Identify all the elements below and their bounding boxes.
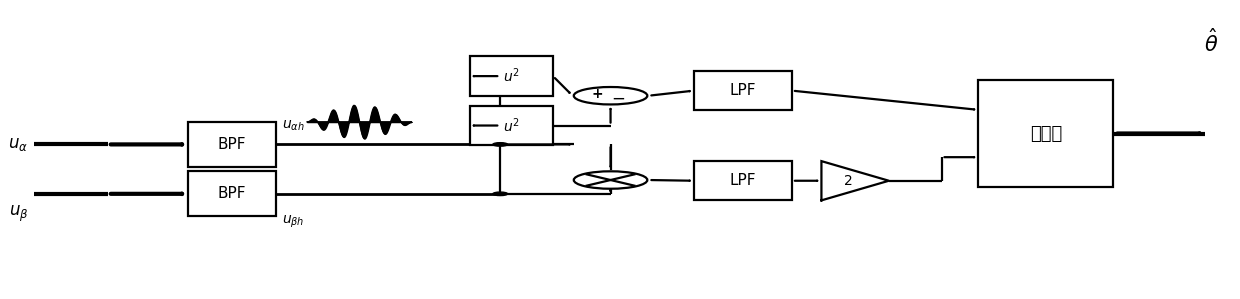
Circle shape: [492, 143, 507, 146]
Text: 2: 2: [844, 174, 853, 188]
Text: BPF: BPF: [217, 186, 246, 201]
Bar: [694, 161, 792, 200]
Text: −: −: [611, 89, 625, 107]
Bar: [470, 57, 553, 96]
Circle shape: [574, 171, 647, 189]
Bar: [694, 71, 792, 110]
Text: LPF: LPF: [729, 83, 756, 98]
Circle shape: [492, 192, 507, 196]
Text: $u_{\beta h}$: $u_{\beta h}$: [281, 214, 305, 231]
Polygon shape: [821, 161, 889, 200]
Text: $u^2$: $u^2$: [503, 116, 520, 135]
Text: LPF: LPF: [729, 173, 756, 188]
Text: +: +: [591, 87, 604, 101]
Bar: [470, 106, 553, 145]
Text: $u_{\beta}$: $u_{\beta}$: [9, 204, 29, 224]
Bar: [978, 80, 1114, 187]
Text: $\hat{\theta}$: $\hat{\theta}$: [1204, 28, 1219, 56]
Circle shape: [574, 87, 647, 104]
Text: $u^2$: $u^2$: [503, 67, 520, 86]
Text: 锁相环: 锁相环: [1029, 124, 1061, 143]
Bar: [187, 171, 275, 216]
Bar: [187, 122, 275, 167]
Text: $u_{\alpha h}$: $u_{\alpha h}$: [281, 118, 305, 133]
Text: $u_{\alpha}$: $u_{\alpha}$: [9, 135, 29, 153]
Text: BPF: BPF: [217, 137, 246, 152]
